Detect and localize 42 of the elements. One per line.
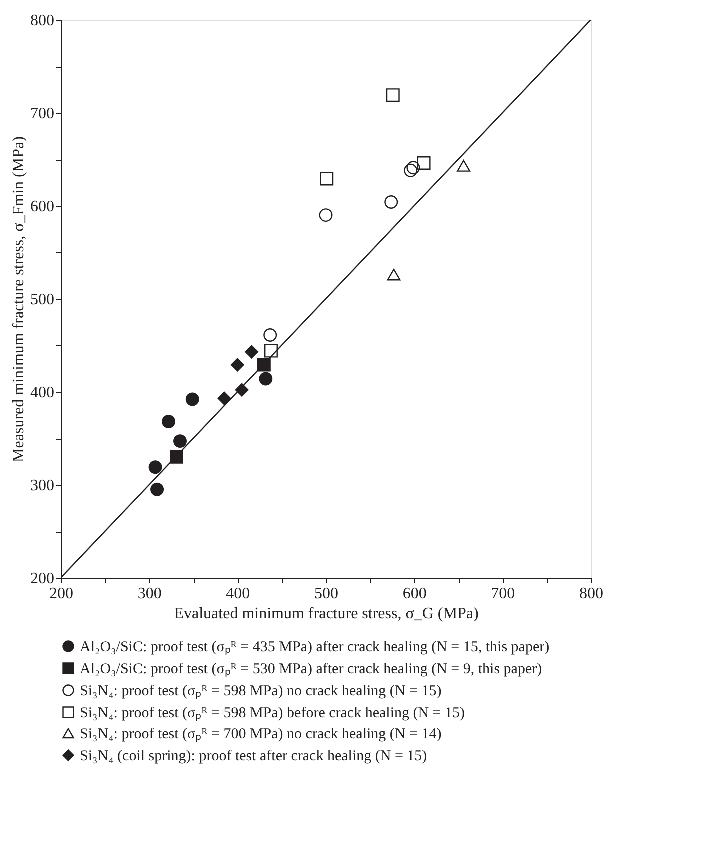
x-tick-label: 500 <box>314 586 338 602</box>
x-tick-label: 800 <box>580 586 604 602</box>
y-tick-label: 600 <box>30 198 54 216</box>
x-tick-label: 300 <box>138 586 162 602</box>
x-tick-label: 200 <box>50 586 74 602</box>
point <box>404 164 418 178</box>
point <box>186 392 200 406</box>
point <box>162 415 176 428</box>
legend-label: Si₃N₄: proof test (σₚᴿ = 700 MPa) no crack healing (N = 14) <box>80 726 442 742</box>
y-axis-title: Measured minimum fracture stress, σ_Fmin (MPa) <box>10 136 28 462</box>
y-tick-label: 200 <box>30 570 54 588</box>
point <box>387 268 401 281</box>
point <box>218 392 232 406</box>
point <box>259 372 273 386</box>
x-tick-label: 600 <box>402 586 427 602</box>
x-tick-label: 400 <box>226 586 250 602</box>
point <box>148 460 162 474</box>
point <box>264 328 278 342</box>
x-axis-title: Evaluated minimum fracture stress, σ_G (MPa) <box>174 606 479 622</box>
y-tick-label: 500 <box>30 292 54 308</box>
y-tick-label: 800 <box>30 12 54 30</box>
point <box>264 344 278 358</box>
y-tick-label: 700 <box>30 106 54 122</box>
x-tick-label: 700 <box>491 586 516 602</box>
point <box>457 160 471 172</box>
point <box>320 172 334 186</box>
point <box>150 482 164 496</box>
point <box>230 358 244 372</box>
legend-label: Si₃N₄: proof test (σₚᴿ = 598 MPa) no crack healing (N = 15) <box>80 684 442 700</box>
legend-label: Al₂O₃/SiC: proof test (σₚᴿ = 530 MPa) after crack healing (N = 9, this paper) <box>80 662 542 678</box>
point <box>406 161 420 175</box>
point <box>245 345 259 359</box>
point <box>174 434 187 448</box>
legend-label: Si₃N₄: proof test (σₚᴿ = 598 MPa) before crack healing (N = 15) <box>80 706 466 722</box>
point <box>386 88 400 102</box>
y-tick-label: 300 <box>30 478 54 494</box>
point <box>384 196 398 209</box>
legend-label: Al₂O₃/SiC: proof test (σₚᴿ = 435 MPa) after crack healing (N = 15, this paper) <box>80 640 550 656</box>
point <box>417 156 431 170</box>
legend-label: Si₃N₄ (coil spring): proof test after crack healing (N = 15) <box>80 748 428 764</box>
point <box>319 208 333 222</box>
y-tick-label: 400 <box>30 384 54 402</box>
